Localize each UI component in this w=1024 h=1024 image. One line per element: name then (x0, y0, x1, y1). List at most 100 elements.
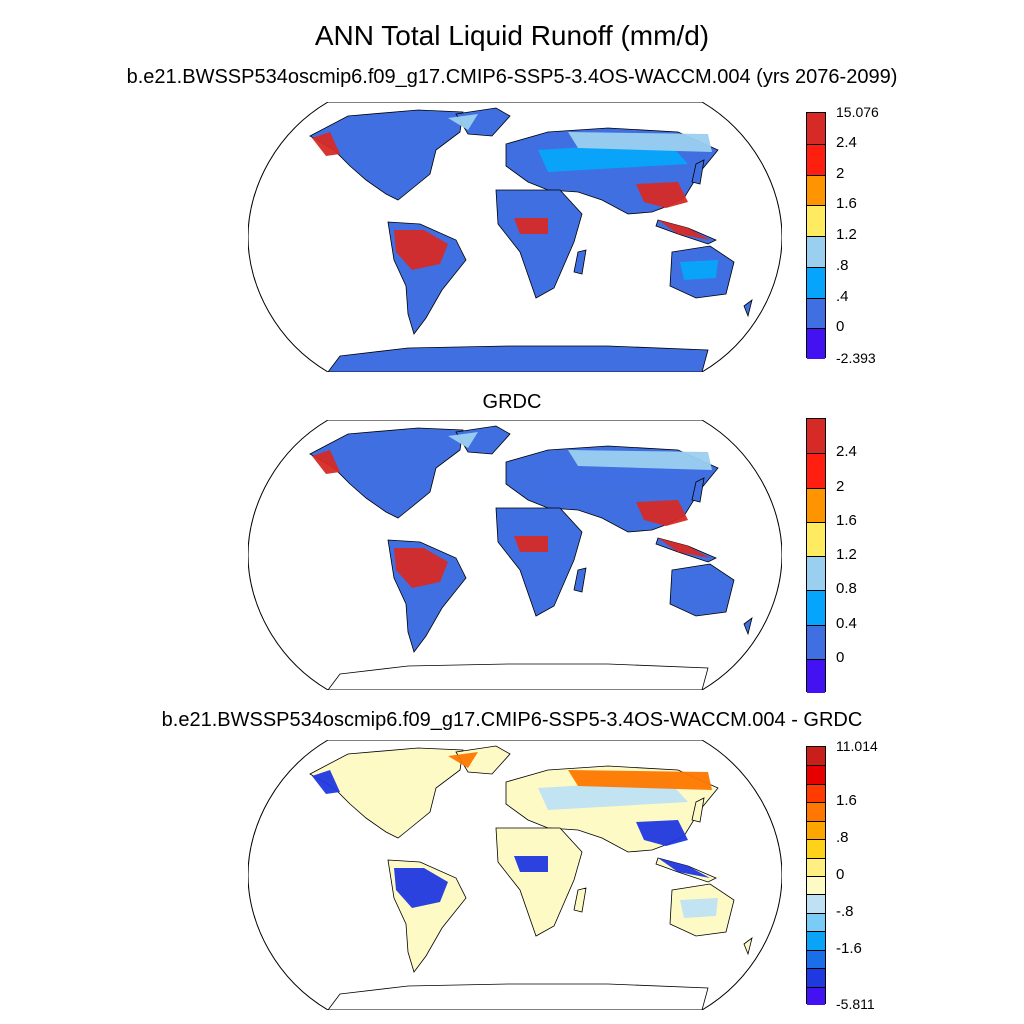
colorbar-tick-label: 2.4 (836, 133, 857, 151)
runoff-region-wet (312, 132, 340, 156)
greenland-landmass (455, 425, 511, 455)
africa-landmass (495, 827, 583, 937)
runoff-region-wet (514, 856, 548, 872)
colorbar-difference (806, 746, 826, 1005)
runoff-region-mid (680, 578, 718, 598)
new-zealand-landmass (743, 617, 753, 636)
colorbar-segment (807, 624, 825, 659)
greenland-landmass (455, 107, 511, 137)
colorbar-segment (807, 765, 825, 784)
main-title: ANN Total Liquid Runoff (mm/d) (314, 20, 710, 51)
colorbar-segment (807, 876, 825, 895)
colorbar-tick-label: 15.076 (836, 104, 879, 120)
madagascar-landmass (573, 249, 587, 275)
colorbar-tick-label: 1.2 (836, 226, 857, 243)
colorbar-segment (807, 174, 825, 206)
colorbar-segment (807, 205, 825, 236)
map-panel-model (248, 102, 782, 372)
panel2-title: GRDC (482, 391, 542, 413)
colorbar-segment (807, 453, 825, 488)
new-zealand-landmass (743, 299, 753, 318)
colorbar-segment (807, 236, 825, 267)
colorbar-segment (807, 802, 825, 821)
runoff-region-wet (658, 220, 710, 240)
colorbar-tick-label: 2 (836, 477, 845, 495)
colorbar-segment (807, 658, 825, 693)
map-panel-difference (248, 740, 782, 1010)
runoff-region-wet (394, 548, 448, 588)
japan-landmass (691, 477, 705, 503)
runoff-region-wet (394, 868, 448, 908)
runoff-region-wet (312, 770, 340, 794)
colorbar-tick-label: 1.6 (836, 792, 857, 810)
madagascar-landmass (573, 887, 587, 913)
colorbar-segment (807, 590, 825, 625)
runoff-region-wet (658, 858, 710, 878)
panel1-title: b.e21.BWSSP534oscmip6.f09_g17.CMIP6-SSP5… (126, 66, 898, 88)
colorbar-tick-label: 2 (836, 164, 845, 182)
colorbar-segment (807, 839, 825, 858)
runoff-region-high (568, 132, 712, 152)
runoff-region-wet (312, 450, 340, 474)
colorbar-segment (807, 968, 825, 987)
colorbar-tick-label: 0 (836, 866, 845, 883)
colorbar-segment (807, 894, 825, 913)
colorbar-tick-label: 1.6 (836, 511, 857, 529)
colorbar-segment (807, 820, 825, 840)
north-america-landmass (309, 747, 464, 839)
runoff-region-wet (658, 538, 710, 558)
colorbar-tick-label: 0.4 (836, 614, 857, 632)
colorbar-tick-label: 1.2 (836, 546, 857, 563)
map-panel-grdc (248, 420, 782, 690)
colorbar-tick-label: 0 (836, 318, 845, 336)
colorbar-segment (807, 143, 825, 175)
runoff-region-wet (636, 182, 688, 208)
japan-landmass (691, 159, 705, 185)
runoff-region-high (568, 450, 712, 470)
colorbar-segment (807, 419, 825, 454)
colorbar-segment (807, 986, 825, 1005)
africa-landmass (495, 507, 583, 617)
colorbar-segment (807, 931, 825, 950)
runoff-region-high (448, 752, 478, 768)
runoff-region-high (568, 770, 712, 790)
colorbar-segment (807, 949, 825, 969)
colorbar-tick-label: 2.4 (836, 443, 857, 461)
runoff-region-high (448, 114, 478, 130)
colorbar-segment (807, 556, 825, 591)
greenland-landmass (455, 745, 511, 775)
japan-landmass (691, 797, 705, 823)
colorbar-model (806, 112, 826, 359)
colorbar-segment (807, 857, 825, 876)
colorbar-tick-label: -.8 (836, 902, 854, 920)
runoff-region-wet (514, 218, 548, 234)
colorbar-segment (807, 783, 825, 803)
colorbar-grdc (806, 418, 826, 693)
runoff-region-high (448, 432, 478, 448)
runoff-region-mid (680, 898, 718, 918)
runoff-region-wet (636, 500, 688, 526)
antarctica-landmass (327, 663, 709, 690)
colorbar-segment (807, 747, 825, 766)
colorbar-tick-label: .8 (836, 829, 849, 847)
north-america-landmass (309, 427, 464, 519)
new-zealand-landmass (743, 937, 753, 956)
colorbar-segment (807, 521, 825, 556)
colorbar-segment (807, 266, 825, 298)
panel3-title: b.e21.BWSSP534oscmip6.f09_g17.CMIP6-SSP5… (161, 709, 863, 731)
colorbar-tick-label: 0.8 (836, 580, 857, 598)
colorbar-tick-label: 1.6 (836, 195, 857, 213)
colorbar-tick-label: -1.6 (836, 939, 862, 957)
antarctica-landmass (327, 983, 709, 1010)
antarctica-landmass (327, 345, 709, 372)
africa-landmass (495, 189, 583, 299)
colorbar-segment (807, 912, 825, 932)
colorbar-tick-label: .8 (836, 256, 849, 274)
runoff-region-wet (514, 536, 548, 552)
colorbar-segment (807, 297, 825, 329)
colorbar-tick-label: -5.811 (836, 996, 875, 1012)
colorbar-segment (807, 113, 825, 144)
colorbar-tick-label: -2.393 (836, 350, 876, 366)
colorbar-segment (807, 487, 825, 522)
north-america-landmass (309, 109, 464, 201)
